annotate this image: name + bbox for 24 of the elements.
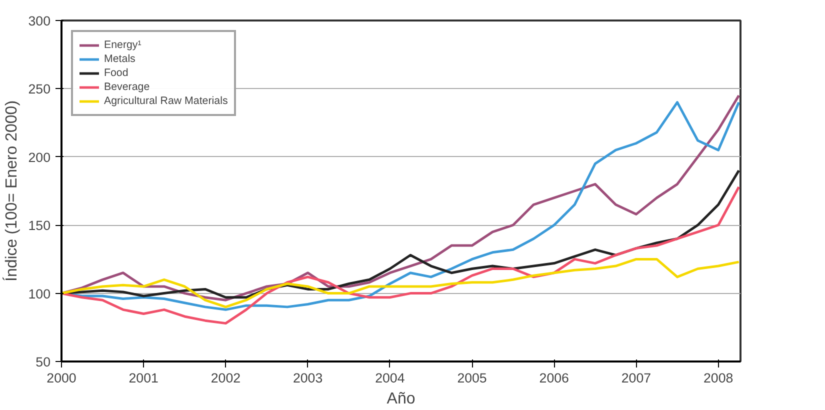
x-tick-label: 2008 [704, 370, 734, 386]
x-tick-label: 2005 [457, 370, 487, 386]
x-tick-label: 2004 [375, 370, 406, 386]
y-axis-title: Índice (100= Enero 2000) [2, 100, 20, 282]
legend-label: Metals [104, 53, 136, 65]
y-tick-label: 300 [28, 14, 51, 28]
line-series [62, 258, 740, 308]
x-tick-label: 2003 [292, 370, 323, 386]
x-tick-label: 2007 [621, 370, 652, 386]
legend-label: Food [104, 67, 128, 79]
x-tick-label: 2000 [46, 370, 76, 386]
y-tick-label: 50 [36, 354, 51, 370]
x-tick-label: 2001 [128, 370, 158, 386]
legend-label: Agricultural Raw Materials [104, 95, 228, 107]
y-tick-label: 250 [28, 82, 51, 97]
y-tick-label: 200 [28, 150, 51, 165]
legend-label: Energy¹ [104, 39, 142, 51]
x-tick-label: 2006 [539, 370, 569, 386]
legend-label: Beverage [104, 81, 150, 93]
y-tick-label: 100 [28, 286, 51, 302]
x-tick-label: 2002 [210, 370, 241, 386]
y-tick-label: 150 [28, 218, 51, 234]
line-series [62, 186, 740, 325]
x-axis-title: Año [386, 390, 416, 408]
